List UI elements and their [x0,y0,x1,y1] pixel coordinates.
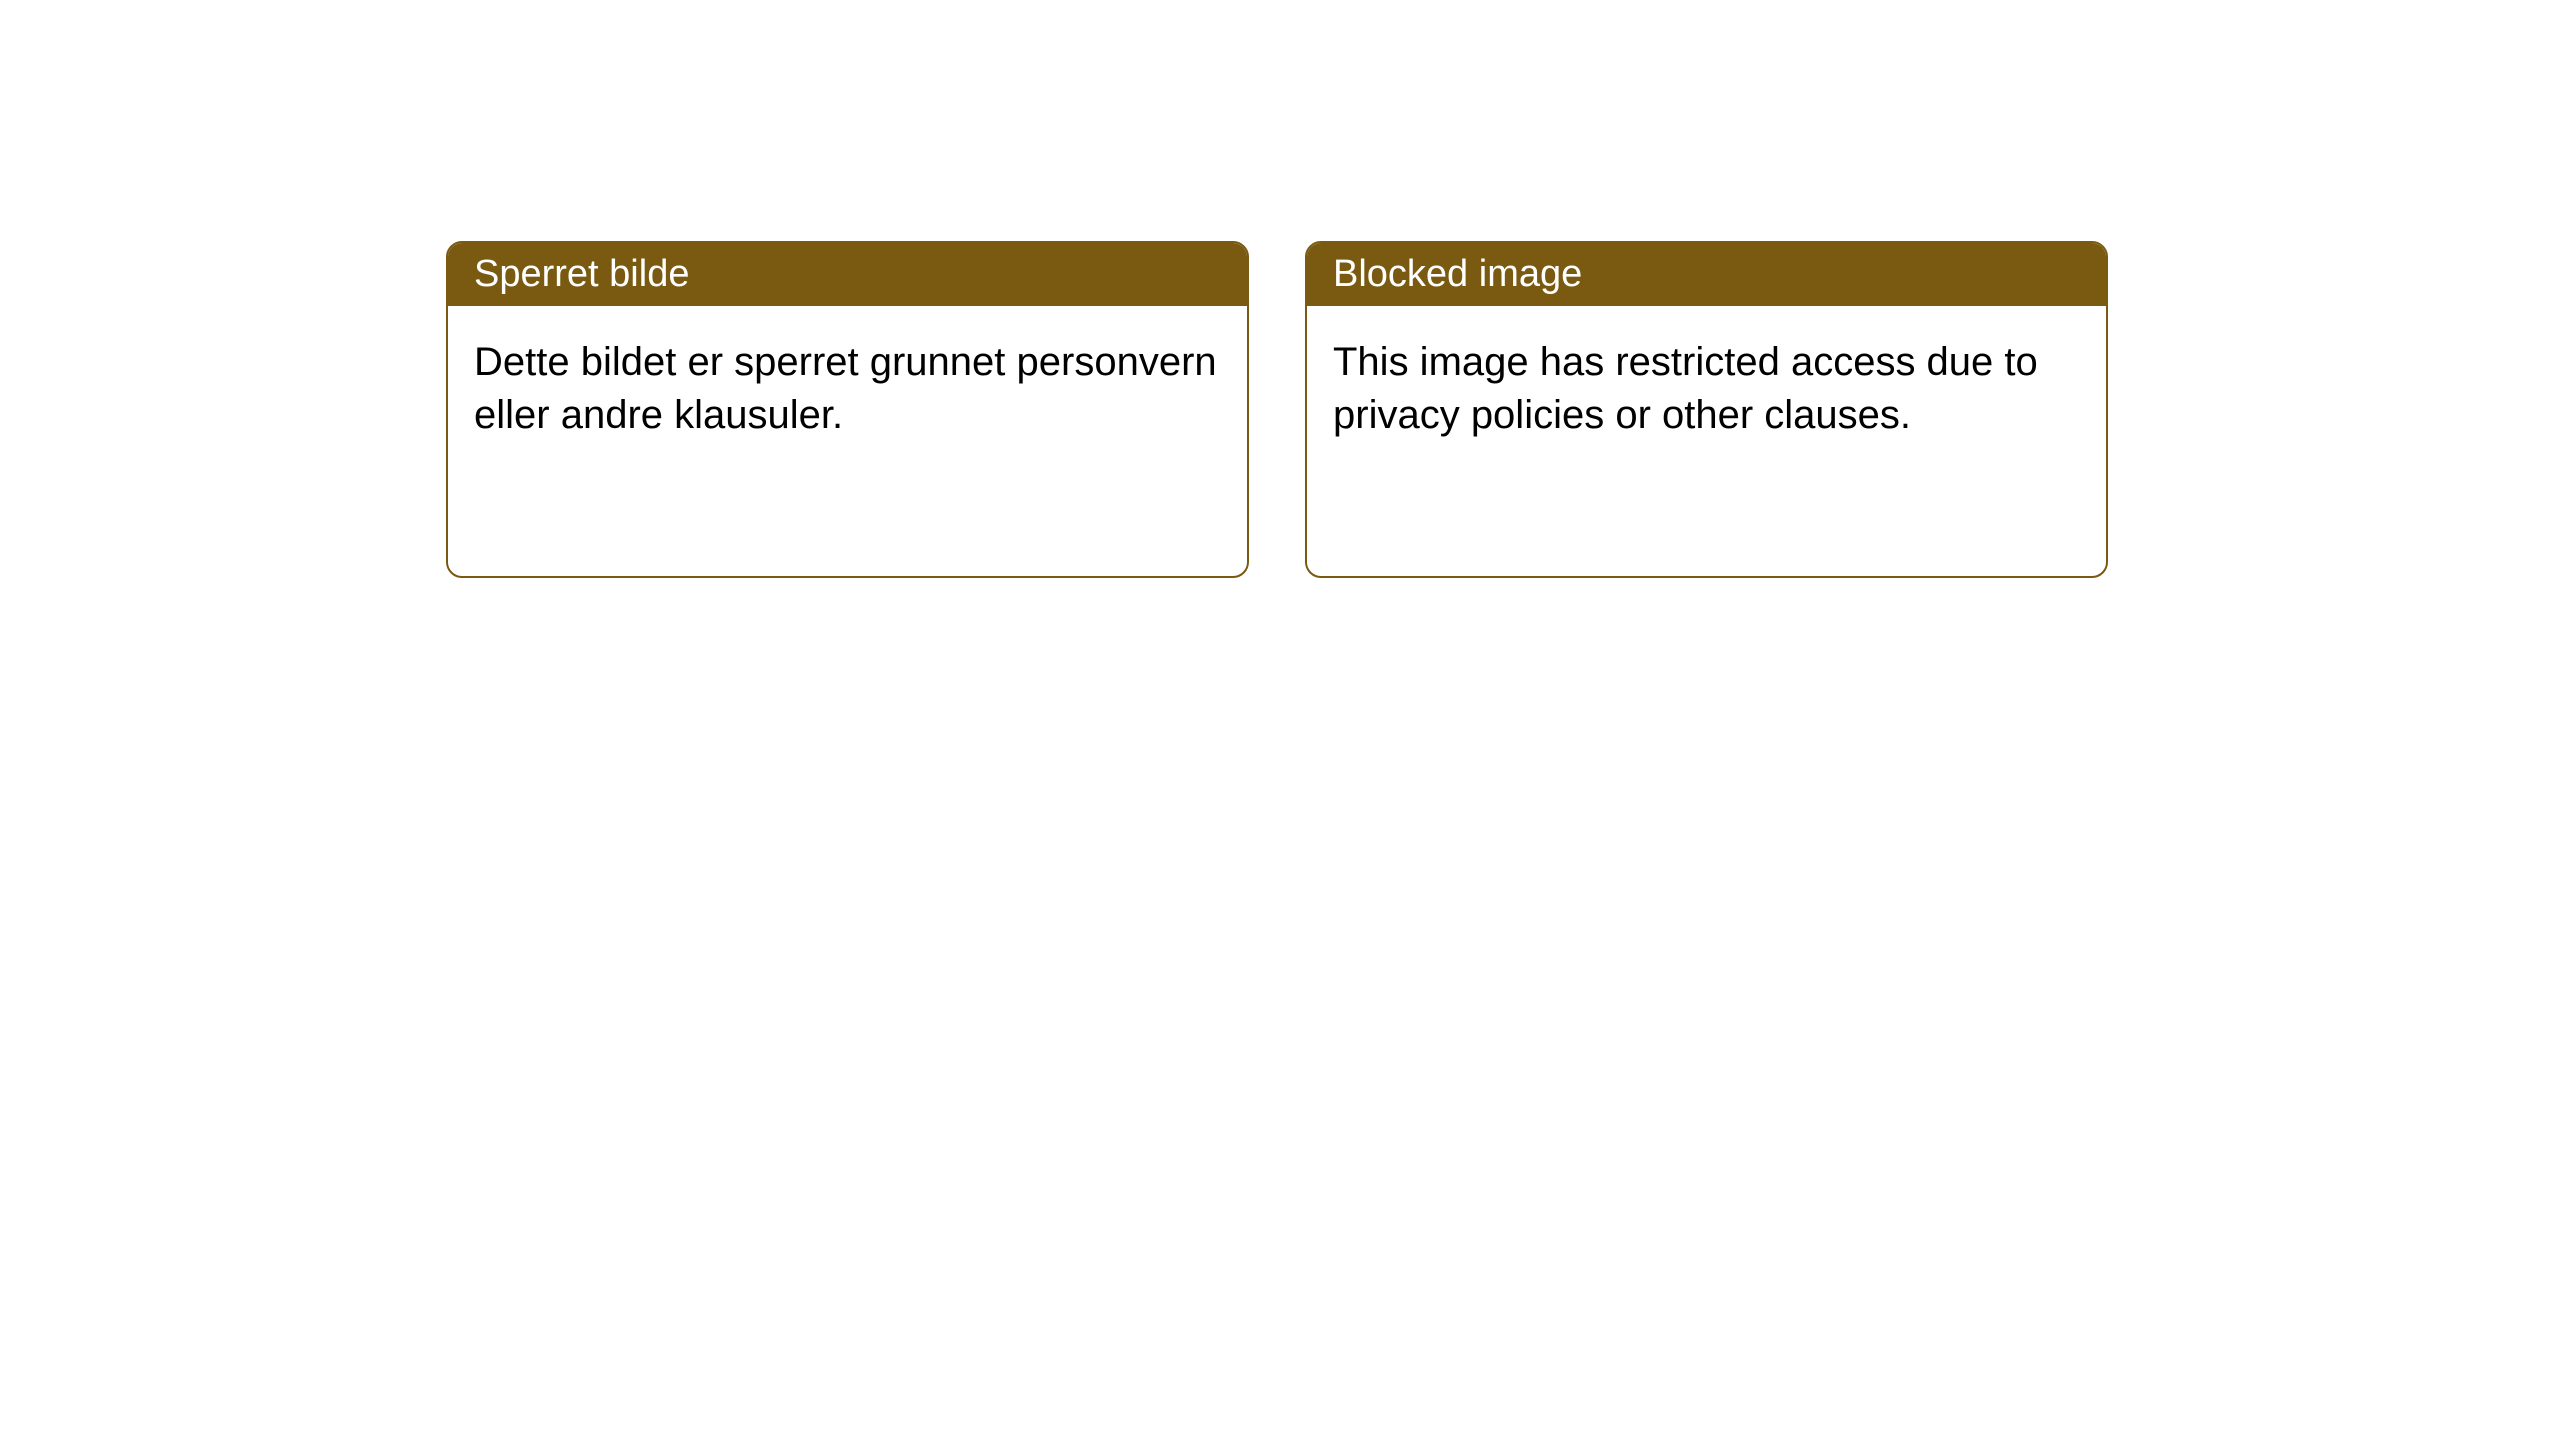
card-header: Blocked image [1307,243,2106,306]
notice-card-norwegian: Sperret bilde Dette bildet er sperret gr… [446,241,1249,578]
card-message: Dette bildet er sperret grunnet personve… [474,340,1217,437]
card-title: Sperret bilde [474,253,689,295]
notice-card-english: Blocked image This image has restricted … [1305,241,2108,578]
card-message: This image has restricted access due to … [1333,340,2038,437]
card-header: Sperret bilde [448,243,1247,306]
card-body: Dette bildet er sperret grunnet personve… [448,306,1247,472]
notice-container: Sperret bilde Dette bildet er sperret gr… [446,241,2108,578]
card-title: Blocked image [1333,253,1582,295]
card-body: This image has restricted access due to … [1307,306,2106,472]
